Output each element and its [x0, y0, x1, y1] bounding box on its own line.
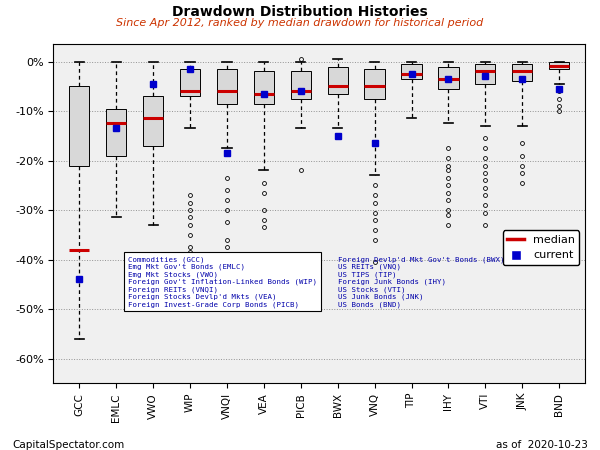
FancyBboxPatch shape [328, 67, 348, 94]
FancyBboxPatch shape [512, 64, 532, 81]
FancyBboxPatch shape [549, 62, 569, 69]
Legend: median, current: median, current [503, 230, 580, 265]
FancyBboxPatch shape [143, 96, 163, 146]
FancyBboxPatch shape [364, 69, 385, 99]
Text: Foreign Devlp'd Mkt Gov't Bonds (BWX)
US REITs (VNQ)
US TIPS (TIP)
Foreign Junk : Foreign Devlp'd Mkt Gov't Bonds (BWX) US… [338, 256, 505, 308]
FancyBboxPatch shape [106, 108, 127, 156]
FancyBboxPatch shape [438, 67, 458, 89]
FancyBboxPatch shape [69, 86, 89, 166]
FancyBboxPatch shape [401, 64, 422, 79]
FancyBboxPatch shape [290, 72, 311, 99]
Text: as of  2020-10-23: as of 2020-10-23 [496, 440, 588, 450]
FancyBboxPatch shape [475, 64, 496, 84]
Text: CapitalSpectator.com: CapitalSpectator.com [12, 440, 124, 450]
Text: Drawdown Distribution Histories: Drawdown Distribution Histories [172, 5, 428, 19]
Text: Since Apr 2012, ranked by median drawdown for historical period: Since Apr 2012, ranked by median drawdow… [116, 18, 484, 28]
Text: Commodities (GCC)
Emg Mkt Gov't Bonds (EMLC)
Emg Mkt Stocks (VWO)
Foreign Gov't : Commodities (GCC) Emg Mkt Gov't Bonds (E… [128, 256, 317, 308]
FancyBboxPatch shape [217, 69, 237, 104]
FancyBboxPatch shape [254, 72, 274, 104]
FancyBboxPatch shape [180, 69, 200, 96]
